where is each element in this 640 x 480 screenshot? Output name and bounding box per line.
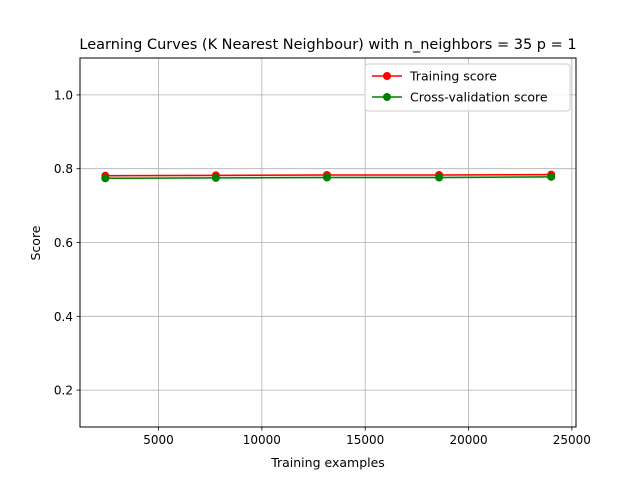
chart-title: Learning Curves (K Nearest Neighbour) wi… bbox=[79, 37, 576, 53]
y-tick-label: 1.0 bbox=[54, 88, 73, 102]
series-markers bbox=[101, 170, 556, 183]
x-axis-label: Training examples bbox=[270, 455, 385, 470]
x-tick-label: 15000 bbox=[346, 433, 384, 447]
x-tick-label: 20000 bbox=[449, 433, 487, 447]
x-tick-label: 25000 bbox=[553, 433, 591, 447]
y-tick-label: 0.8 bbox=[54, 162, 73, 176]
legend-label-cross-validation: Cross-validation score bbox=[410, 90, 548, 105]
legend-label-training: Training score bbox=[409, 69, 497, 84]
cross-validation-score-point bbox=[435, 173, 444, 182]
x-tick-label: 5000 bbox=[143, 433, 174, 447]
legend-marker-training bbox=[383, 72, 391, 80]
y-tick-label: 0.6 bbox=[54, 236, 73, 250]
y-axis-ticks: 0.2 0.4 0.6 0.8 1.0 bbox=[54, 88, 80, 398]
cross-validation-score-point bbox=[101, 174, 110, 183]
y-tick-label: 0.4 bbox=[54, 310, 73, 324]
legend-box bbox=[364, 63, 571, 112]
cross-validation-score-point bbox=[547, 172, 556, 181]
x-tick-label: 10000 bbox=[243, 433, 281, 447]
x-axis-ticks: 5000 10000 15000 20000 25000 bbox=[143, 427, 591, 447]
cross-validation-score-point bbox=[211, 173, 220, 182]
legend-marker-cross-validation bbox=[383, 93, 391, 101]
legend: Training score Cross-validation score bbox=[364, 63, 571, 112]
y-axis-label: Score bbox=[28, 225, 43, 260]
cross-validation-score-point bbox=[322, 173, 331, 182]
y-tick-label: 0.2 bbox=[54, 384, 73, 398]
